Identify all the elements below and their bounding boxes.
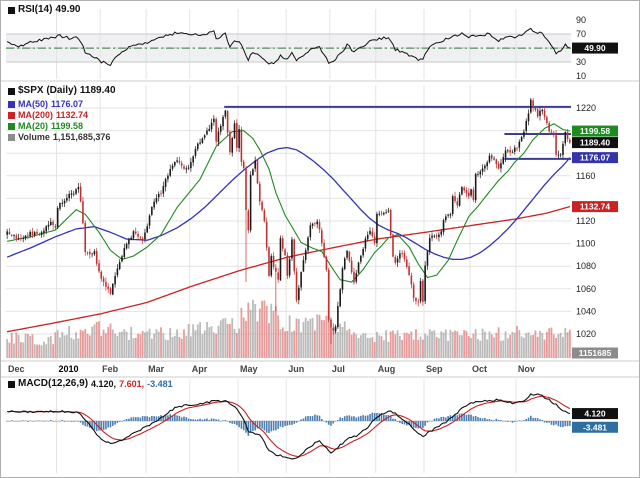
svg-text:-3.481: -3.481 — [583, 422, 607, 432]
svg-text:1189.40: 1189.40 — [580, 138, 611, 148]
svg-text:2010: 2010 — [59, 364, 79, 374]
ma-lines-layer — [6, 123, 571, 333]
svg-text:1100: 1100 — [576, 239, 595, 249]
svg-text:Oct: Oct — [472, 364, 487, 374]
volume-layer — [6, 300, 571, 358]
svg-text:Apr: Apr — [192, 364, 208, 374]
svg-text:1020: 1020 — [576, 329, 596, 339]
svg-text:90: 90 — [576, 15, 586, 25]
svg-text:Dec: Dec — [8, 364, 25, 374]
svg-text:Sep: Sep — [426, 364, 443, 374]
svg-text:1151685: 1151685 — [579, 348, 612, 358]
svg-text:1040: 1040 — [576, 306, 596, 316]
svg-text:49.90: 49.90 — [584, 43, 606, 53]
annotation-layer — [224, 105, 571, 160]
svg-text:1132.74: 1132.74 — [580, 202, 611, 212]
macd-layer — [6, 393, 571, 460]
value-boxes-layer: 49.90 1199.58 1189.40 1176.07 1132.74 1151685… — [572, 42, 618, 433]
grid-layer — [1, 9, 639, 473]
svg-text:1176.07: 1176.07 — [580, 153, 611, 163]
svg-text:1220: 1220 — [576, 103, 596, 113]
svg-text:Jul: Jul — [332, 364, 345, 374]
svg-text:1120: 1120 — [576, 216, 595, 226]
svg-text:1060: 1060 — [576, 284, 596, 294]
svg-text:Nov: Nov — [518, 364, 535, 374]
svg-text:1199.58: 1199.58 — [580, 126, 611, 136]
candles-layer — [6, 97, 571, 345]
svg-text:70: 70 — [576, 29, 586, 39]
svg-text:May: May — [240, 364, 258, 374]
svg-text:1160: 1160 — [576, 171, 595, 181]
svg-text:1080: 1080 — [576, 261, 596, 271]
axis-labels-layer: 90 70 30 10 1220 1160 1120 1100 1080 1060 1040 1020… — [8, 15, 596, 374]
svg-text:Feb: Feb — [102, 364, 119, 374]
svg-text:10: 10 — [576, 71, 586, 81]
rsi-line-layer — [6, 27, 571, 67]
svg-text:Aug: Aug — [378, 364, 396, 374]
svg-text:Mar: Mar — [148, 364, 165, 374]
svg-text:30: 30 — [576, 57, 586, 67]
svg-text:Jun: Jun — [288, 364, 304, 374]
svg-text:4.120: 4.120 — [584, 409, 606, 419]
